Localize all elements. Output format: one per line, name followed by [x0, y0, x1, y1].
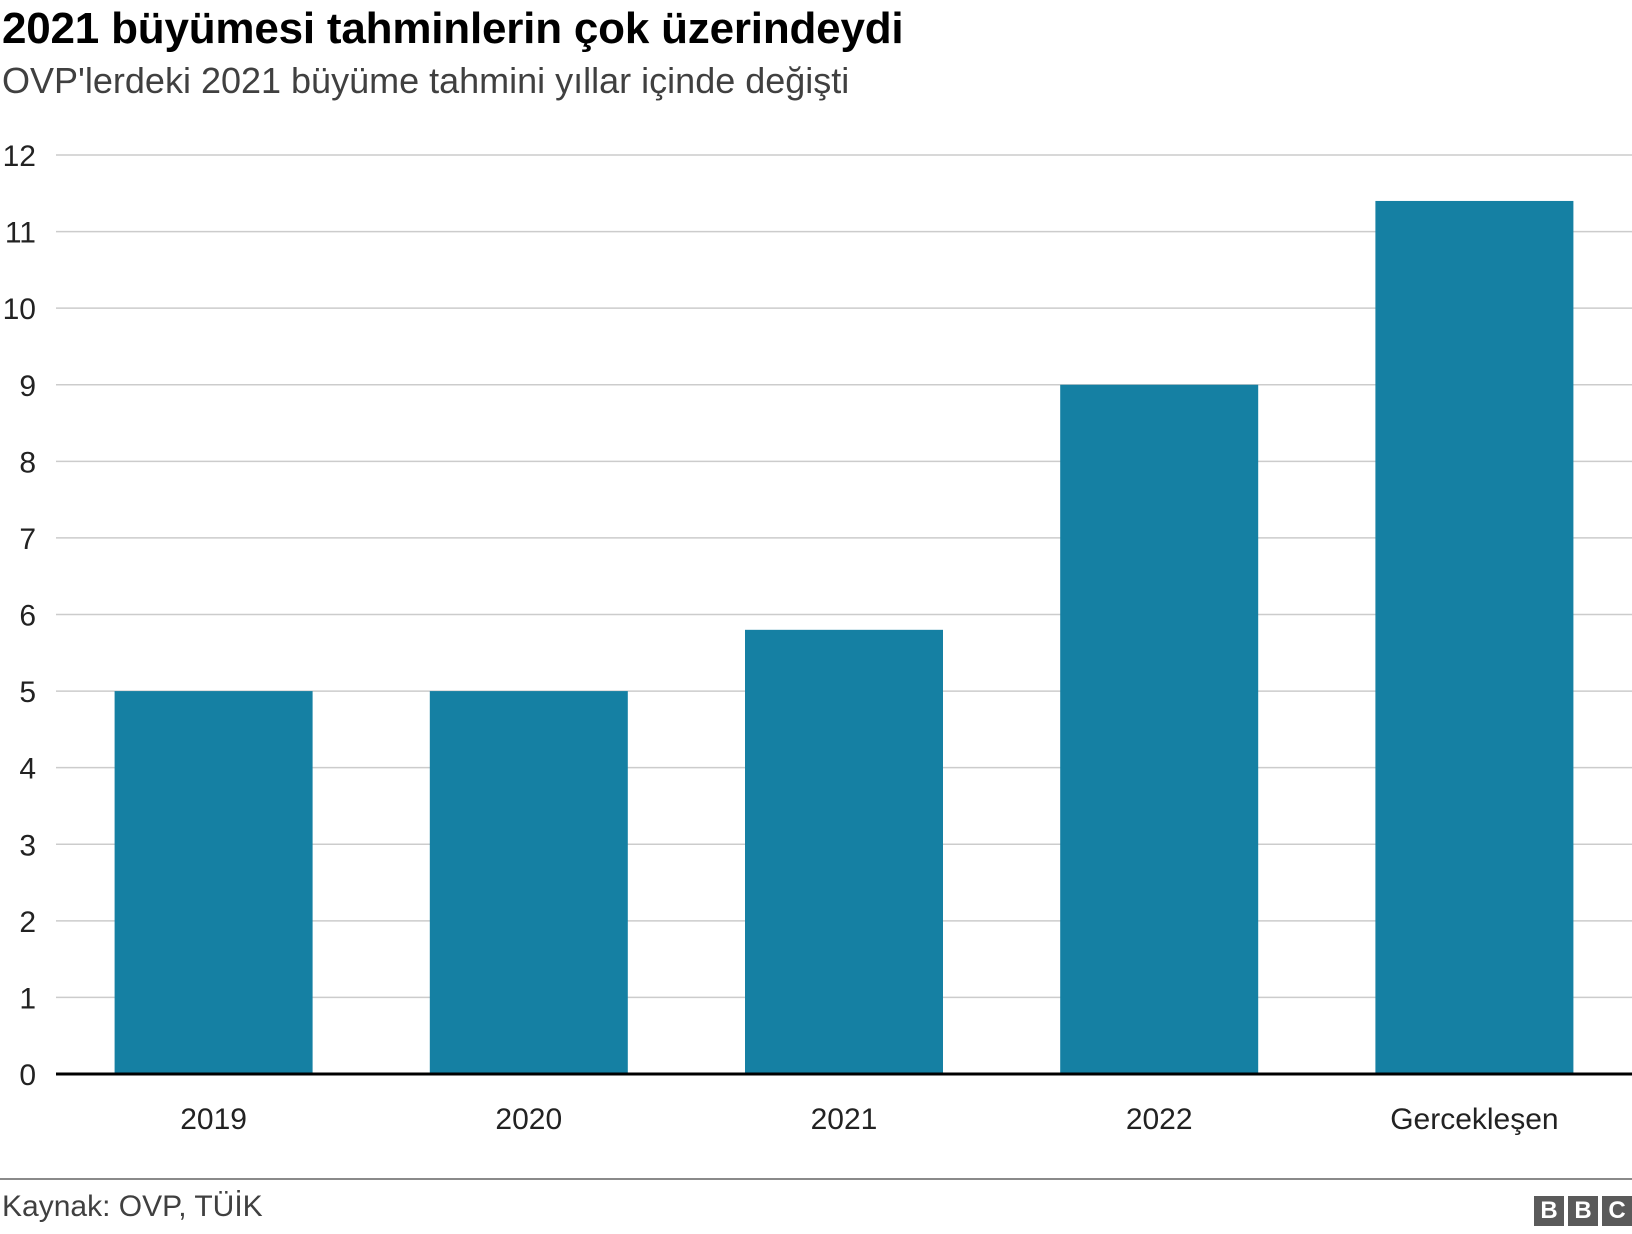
- chart-subtitle: OVP'lerdeki 2021 büyüme tahmini yıllar i…: [2, 60, 850, 101]
- y-tick-label: 5: [19, 676, 36, 709]
- y-tick-label: 6: [19, 600, 36, 633]
- x-tick-label: 2020: [495, 1103, 562, 1136]
- bar: [429, 691, 628, 1074]
- y-tick-label: 9: [19, 370, 36, 403]
- x-tick-label: 2021: [811, 1103, 878, 1136]
- y-tick-label: 4: [19, 753, 36, 786]
- y-tick-label: 0: [19, 1059, 36, 1092]
- y-tick-label: 1: [19, 982, 36, 1015]
- bar: [1060, 384, 1259, 1074]
- bar: [1375, 200, 1574, 1074]
- chart-title: 2021 büyümesi tahminlerin çok üzerindeyd…: [2, 4, 904, 53]
- y-tick-label: 2: [19, 906, 36, 939]
- y-tick-label: 12: [3, 140, 36, 173]
- bbc-logo-letter: C: [1602, 1196, 1632, 1226]
- x-tick-label: 2019: [180, 1103, 247, 1136]
- y-tick-label: 8: [19, 446, 36, 479]
- y-tick-label: 11: [5, 217, 36, 250]
- y-tick-label: 10: [3, 293, 36, 326]
- bbc-logo-letter: B: [1568, 1196, 1598, 1226]
- x-tick-label: 2022: [1126, 1103, 1193, 1136]
- footer-divider: [0, 1178, 1632, 1180]
- x-tick-label: Gercekleşen: [1390, 1103, 1558, 1136]
- bar: [114, 691, 313, 1074]
- bbc-logo: B B C: [1534, 1196, 1632, 1226]
- bar: [745, 629, 943, 1074]
- y-tick-label: 7: [19, 523, 36, 556]
- bbc-logo-letter: B: [1534, 1196, 1564, 1226]
- y-tick-label: 3: [19, 829, 36, 862]
- source-note: Kaynak: OVP, TÜİK: [2, 1190, 263, 1223]
